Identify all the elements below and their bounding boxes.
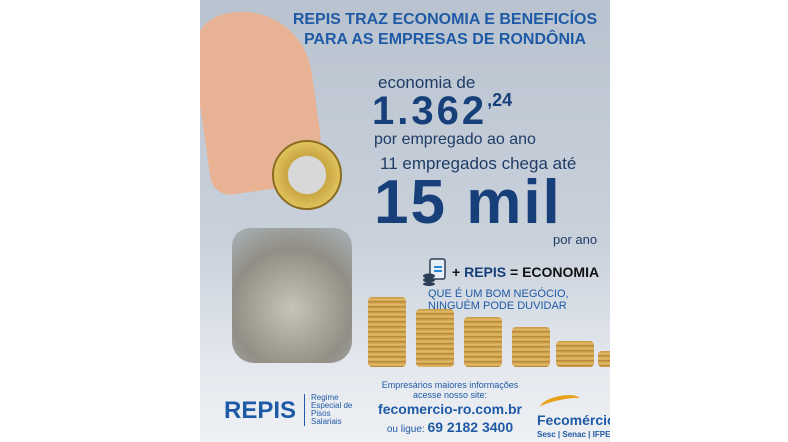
savings-value: 1.362,24: [372, 89, 513, 133]
coin-stack: [512, 327, 550, 367]
total-intro: 11 empregados chega até: [380, 154, 577, 173]
coin-image: [272, 140, 342, 210]
coin-jar-image: [232, 228, 352, 363]
coin-stack: [416, 309, 454, 367]
phone: ou ligue: 69 2182 3400: [386, 419, 514, 435]
fecomercio-subtitle: Sesc | Senac | IFPE: [537, 430, 610, 439]
headline: REPIS TRAZ ECONOMIA E BENEFICÍOS PARA AS…: [292, 11, 598, 48]
coin-stack: [556, 341, 594, 367]
savings-suffix: por empregado ao ano: [374, 131, 536, 148]
coin-stack: [368, 297, 406, 367]
document-coins-icon: [422, 258, 446, 286]
slogan: QUE É UM BOM NEGÓCIO, NINGUÉM PODE DUVIDA…: [428, 288, 569, 312]
repis-logo-subtitle: Regime Especial de Pisos Salariais: [304, 394, 352, 426]
total-value: 15 mil: [374, 168, 562, 237]
coin-stack: [598, 351, 610, 367]
fecomercio-logo: Fecomércio RO: [537, 412, 610, 428]
equation: + REPIS = ECONOMIA: [452, 264, 600, 280]
savings-intro: economia de: [378, 73, 476, 92]
coin-stack: [464, 317, 502, 367]
website-link[interactable]: fecomercio-ro.com.br: [378, 401, 522, 417]
contact-info: Empresários maiores informações acesse no…: [370, 380, 530, 438]
promo-poster: REPIS TRAZ ECONOMIA E BENEFICÍOS PARA AS…: [200, 0, 610, 442]
total-suffix: por ano: [553, 232, 598, 247]
repis-logo: REPIS: [224, 397, 297, 424]
